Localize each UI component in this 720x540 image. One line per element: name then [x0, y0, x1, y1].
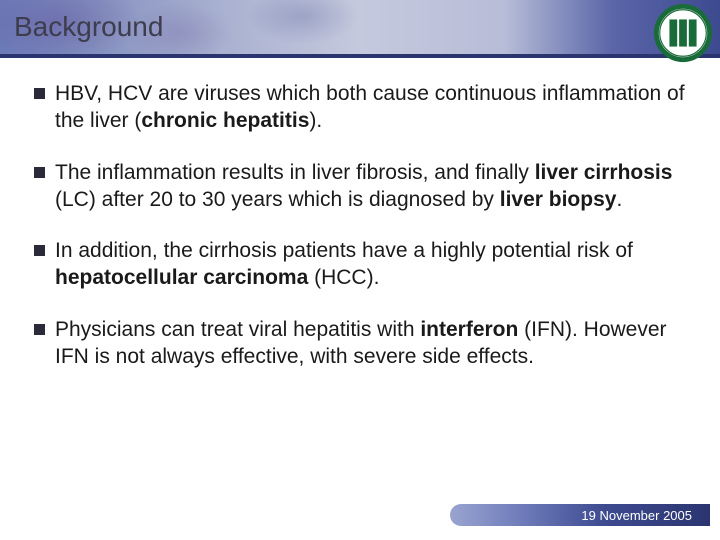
bullet-item: In addition, the cirrhosis patients have… — [34, 237, 686, 292]
square-bullet-icon — [34, 324, 45, 335]
organization-logo-icon — [652, 2, 714, 64]
bullet-item: Physicians can treat viral hepatitis wit… — [34, 316, 686, 371]
bullet-text: In addition, the cirrhosis patients have… — [55, 237, 686, 292]
square-bullet-icon — [34, 167, 45, 178]
slide-title: Background — [14, 11, 163, 43]
bullet-text: HBV, HCV are viruses which both cause co… — [55, 80, 686, 135]
square-bullet-icon — [34, 88, 45, 99]
footer-date: 19 November 2005 — [581, 508, 692, 523]
bullet-text: The inflammation results in liver fibros… — [55, 159, 686, 214]
bullet-text: Physicians can treat viral hepatitis wit… — [55, 316, 686, 371]
bullet-item: HBV, HCV are viruses which both cause co… — [34, 80, 686, 135]
slide-title-bar: Background — [0, 0, 720, 58]
square-bullet-icon — [34, 245, 45, 256]
slide-body: HBV, HCV are viruses which both cause co… — [0, 58, 720, 370]
footer-date-pill: 19 November 2005 — [450, 504, 710, 526]
bullet-item: The inflammation results in liver fibros… — [34, 159, 686, 214]
